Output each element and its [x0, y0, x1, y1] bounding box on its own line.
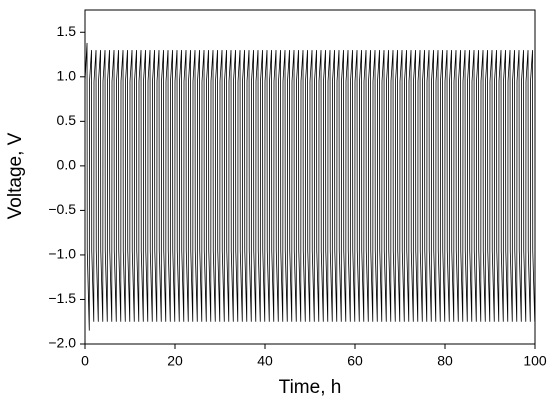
- plot-frame: [84, 9, 536, 345]
- y-tick-label: −0.5: [48, 201, 76, 217]
- y-tick-label: −2.0: [48, 335, 76, 351]
- x-tick-label: 60: [347, 353, 363, 369]
- x-tick-label: 100: [523, 353, 547, 369]
- y-tick-label: 1.0: [57, 68, 77, 84]
- y-tick-label: −1.5: [48, 290, 76, 306]
- y-tick-label: 0.0: [57, 157, 77, 173]
- x-axis-title: Time, h: [279, 377, 342, 398]
- y-tick-label: 0.5: [57, 112, 77, 128]
- x-tick-label: 0: [81, 353, 89, 369]
- x-tick-label: 40: [257, 353, 273, 369]
- x-tick-label: 80: [437, 353, 453, 369]
- voltage-line: [84, 42, 536, 331]
- y-axis-title: Voltage, V: [5, 132, 26, 219]
- y-tick-label: −1.0: [48, 246, 76, 262]
- y-tick-label: 1.5: [57, 23, 77, 39]
- x-tick-label: 20: [167, 353, 183, 369]
